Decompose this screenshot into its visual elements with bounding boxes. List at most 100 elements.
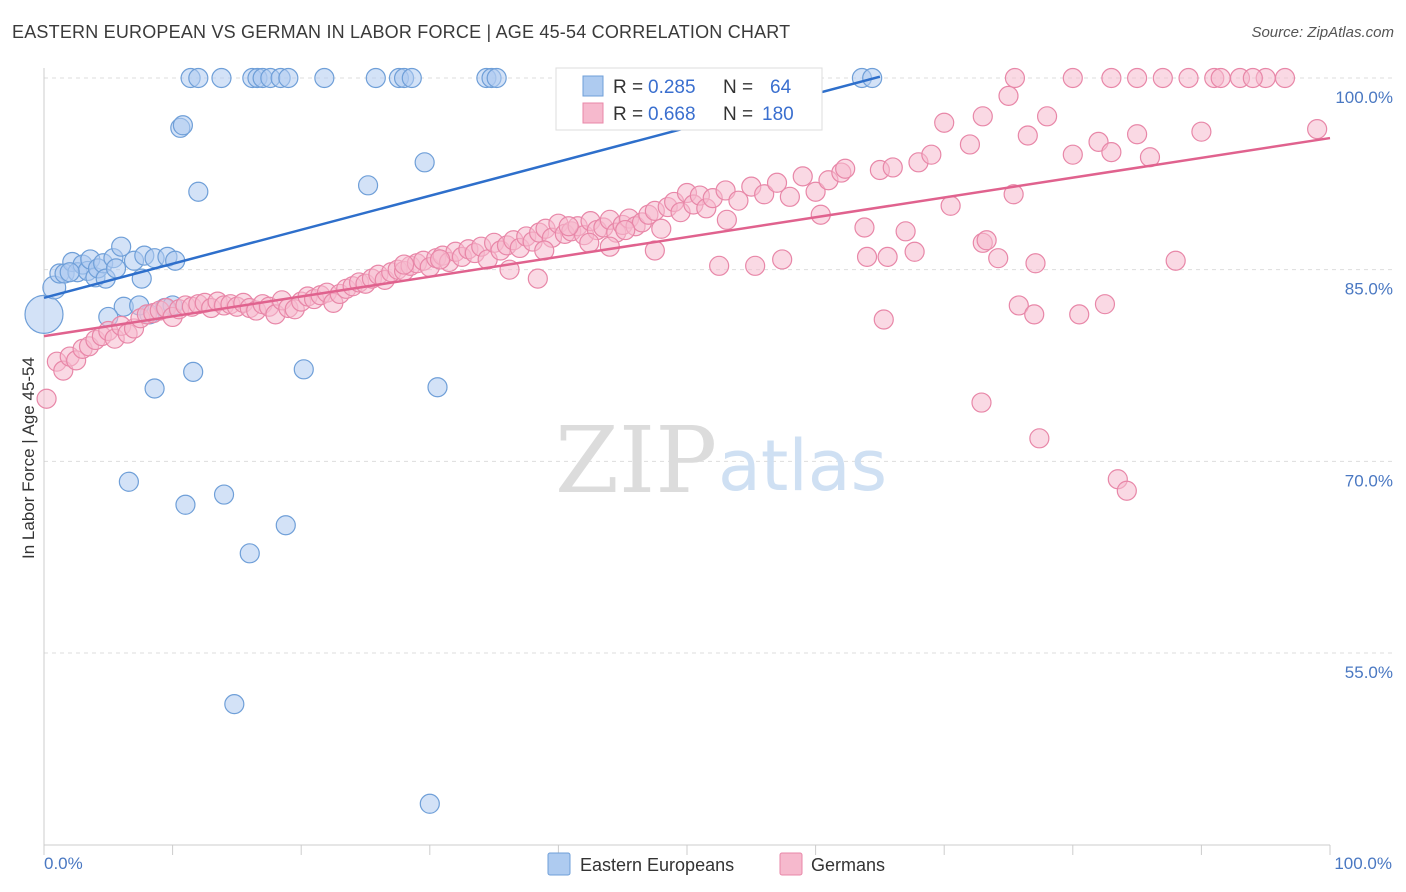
german-point-178 (976, 230, 997, 251)
german-point-145 (1210, 67, 1231, 89)
german-point-175 (854, 217, 875, 238)
eastern-european-point-30 (144, 378, 165, 399)
german-point-154 (877, 246, 898, 267)
legend-n-label-pink: N = (723, 104, 753, 125)
german-point-129 (1126, 124, 1148, 145)
german-point-171 (615, 219, 636, 241)
german-point-95 (651, 218, 672, 239)
german-point-140 (1152, 67, 1173, 89)
eastern-european-point-0 (24, 294, 64, 334)
german-point-170 (579, 232, 600, 253)
eastern-european-point-34 (239, 543, 260, 564)
german-point-125 (1036, 106, 1058, 127)
german-point-164 (971, 392, 992, 413)
series-eastern-europeans (24, 67, 883, 814)
german-point-137 (1062, 67, 1083, 89)
german-point-167 (1116, 480, 1137, 501)
german-point-144 (1242, 67, 1263, 89)
german-point-150 (599, 236, 620, 257)
eastern-european-point-40 (427, 377, 448, 398)
chart-source: Source: ZipAtlas.com (1251, 24, 1394, 41)
bottom-legend-swatch-blue (547, 852, 571, 876)
german-point-138 (1101, 67, 1122, 89)
german-point-160 (1024, 304, 1045, 325)
eastern-european-point-43 (188, 67, 209, 89)
legend-n-label-blue: N = (723, 77, 753, 98)
german-point-119 (921, 144, 942, 165)
eastern-european-point-37 (293, 359, 314, 380)
bottom-legend-swatch-pink (779, 852, 803, 876)
axes (43, 68, 1331, 855)
eastern-european-point-33 (213, 484, 235, 505)
eastern-european-point-58 (486, 67, 507, 89)
german-point-177 (940, 195, 961, 216)
german-point-163 (873, 309, 894, 330)
german-point-136 (1004, 67, 1026, 89)
german-point-135 (1307, 119, 1328, 140)
german-point-179 (1003, 184, 1024, 205)
bottom-legend: Eastern Europeans Germans (547, 852, 885, 876)
german-point-108 (766, 172, 788, 193)
eastern-european-point-35 (275, 515, 296, 536)
german-point-153 (772, 249, 793, 270)
german-point-169 (558, 216, 579, 237)
eastern-european-point-14 (105, 258, 127, 279)
legend-r-label-pink: R = (613, 104, 643, 125)
german-point-124 (1017, 125, 1038, 146)
german-point-134 (1274, 67, 1296, 89)
german-point-114 (856, 246, 878, 267)
german-point-126 (1062, 144, 1083, 165)
y-tick-label-85: 85.0% (1345, 280, 1393, 299)
legend-swatch-pink (582, 102, 604, 124)
german-point-0 (36, 388, 57, 409)
watermark-atlas: atlas (718, 425, 887, 507)
legend-r-value-pink: 0.668 (648, 104, 696, 125)
legend-r-label-blue: R = (613, 77, 643, 98)
german-point-161 (1069, 304, 1090, 325)
german-point-121 (959, 134, 981, 155)
eastern-european-point-15 (111, 236, 132, 257)
german-point-107 (754, 184, 775, 205)
series-germans (36, 67, 1328, 501)
german-point-172 (745, 255, 766, 276)
bottom-legend-label-blue: Eastern Europeans (580, 855, 734, 875)
german-point-105 (728, 190, 749, 211)
german-point-146 (393, 254, 415, 275)
german-trend-line (43, 136, 1331, 338)
eastern-european-point-32 (175, 494, 196, 515)
german-point-128 (1101, 142, 1122, 163)
legend-r-value-blue: 0.285 (648, 77, 696, 98)
german-point-155 (904, 241, 925, 262)
eastern-european-point-55 (401, 67, 422, 89)
eastern-european-point-29 (183, 361, 204, 382)
legend-swatch-blue (582, 75, 604, 97)
german-point-165 (1029, 428, 1050, 449)
german-point-141 (1178, 67, 1199, 89)
german-point-116 (882, 157, 903, 178)
german-point-139 (1126, 67, 1148, 89)
eastern-european-point-44 (211, 67, 232, 89)
eastern-european-point-38 (357, 175, 379, 196)
eastern-european-point-41 (419, 793, 440, 814)
german-point-157 (988, 248, 1009, 269)
german-point-159 (1008, 295, 1029, 316)
german-point-117 (895, 221, 916, 242)
german-point-109 (779, 186, 800, 207)
german-point-123 (998, 85, 1019, 106)
eastern-european-point-50 (278, 67, 299, 89)
legend: R = 0.285 N = 64 R = 0.668 N = 180 (555, 67, 823, 131)
eastern-european-point-39 (414, 152, 435, 173)
y-tick-label-55: 55.0% (1345, 663, 1393, 682)
german-point-162 (1094, 294, 1116, 315)
eastern-european-point-62 (59, 262, 80, 283)
watermark-zip: ZIP (555, 407, 717, 514)
german-point-131 (1165, 250, 1186, 271)
eastern-european-point-27 (172, 115, 193, 136)
german-point-152 (709, 255, 730, 276)
german-point-173 (716, 209, 737, 230)
y-tick-label-100: 100.0% (1335, 88, 1393, 107)
german-point-147 (429, 249, 451, 270)
bottom-legend-label-pink: Germans (811, 855, 885, 875)
legend-n-value-pink: 180 (762, 104, 794, 125)
